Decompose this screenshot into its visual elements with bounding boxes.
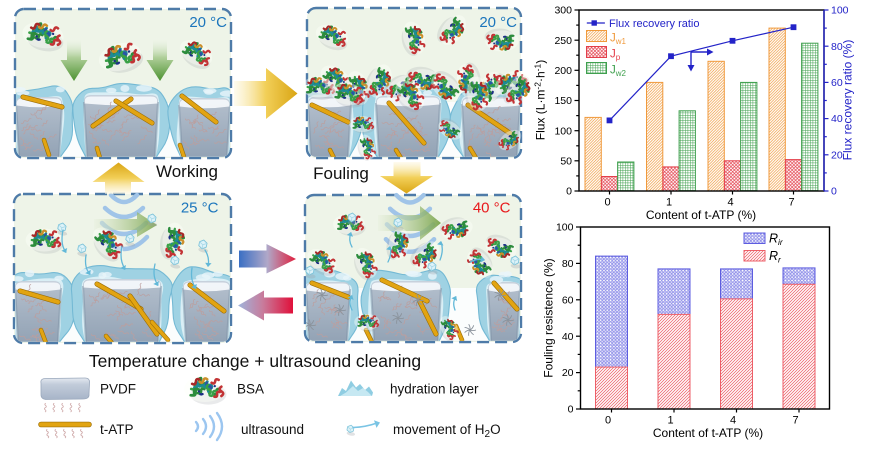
svg-text:0: 0	[568, 404, 574, 416]
svg-text:100: 100	[556, 222, 574, 234]
svg-text:40: 40	[831, 113, 843, 125]
svg-text:Fouling resistence (%): Fouling resistence (%)	[542, 258, 556, 377]
svg-text:40 °C: 40 °C	[473, 200, 511, 217]
svg-text:60: 60	[831, 77, 843, 89]
svg-text:80: 80	[562, 258, 574, 270]
svg-text:100: 100	[554, 125, 572, 137]
svg-text:50: 50	[560, 155, 572, 167]
svg-text:0: 0	[831, 186, 837, 198]
svg-text:60: 60	[562, 294, 574, 306]
svg-text:4: 4	[727, 197, 733, 209]
svg-text:80: 80	[831, 41, 843, 53]
svg-text:20: 20	[562, 367, 574, 379]
svg-text:Fouling: Fouling	[313, 164, 369, 183]
svg-text:250: 250	[554, 35, 572, 47]
svg-text:20 °C: 20 °C	[479, 14, 517, 31]
svg-text:100: 100	[831, 5, 849, 17]
svg-text:Working: Working	[156, 162, 218, 181]
svg-text:4: 4	[730, 415, 736, 427]
svg-text:1: 1	[667, 415, 673, 427]
svg-text:20: 20	[831, 149, 843, 161]
svg-text:Jp: Jp	[610, 49, 621, 63]
svg-text:PVDF: PVDF	[100, 382, 136, 397]
svg-text:200: 200	[554, 65, 572, 77]
svg-text:Content of t-ATP (%): Content of t-ATP (%)	[653, 426, 763, 440]
svg-text:t-ATP: t-ATP	[100, 422, 134, 437]
svg-text:hydration layer: hydration layer	[390, 382, 479, 397]
svg-text:Temperature change + ultrasoun: Temperature change + ultrasound cleaning	[89, 351, 421, 371]
svg-text:40: 40	[562, 331, 574, 343]
svg-text:Flux recovery ratio (%): Flux recovery ratio (%)	[841, 40, 855, 161]
svg-text:Flux (L·m-2·h-1): Flux (L·m-2·h-1)	[533, 60, 548, 140]
svg-text:300: 300	[554, 5, 572, 17]
svg-text:1: 1	[666, 197, 672, 209]
svg-text:20 °C: 20 °C	[189, 14, 227, 31]
svg-text:7: 7	[792, 415, 798, 427]
svg-text:movement of H2O: movement of H2O	[393, 422, 501, 440]
svg-text:25 °C: 25 °C	[181, 200, 219, 217]
svg-text:0: 0	[605, 415, 611, 427]
svg-text:7: 7	[788, 197, 794, 209]
svg-text:BSA: BSA	[237, 382, 264, 397]
svg-text:ultrasound: ultrasound	[241, 422, 304, 437]
svg-text:150: 150	[554, 95, 572, 107]
svg-text:Flux recovery ratio: Flux recovery ratio	[609, 18, 699, 30]
svg-text:0: 0	[566, 186, 572, 198]
svg-text:Content of t-ATP (%): Content of t-ATP (%)	[646, 208, 756, 222]
svg-text:0: 0	[604, 197, 610, 209]
